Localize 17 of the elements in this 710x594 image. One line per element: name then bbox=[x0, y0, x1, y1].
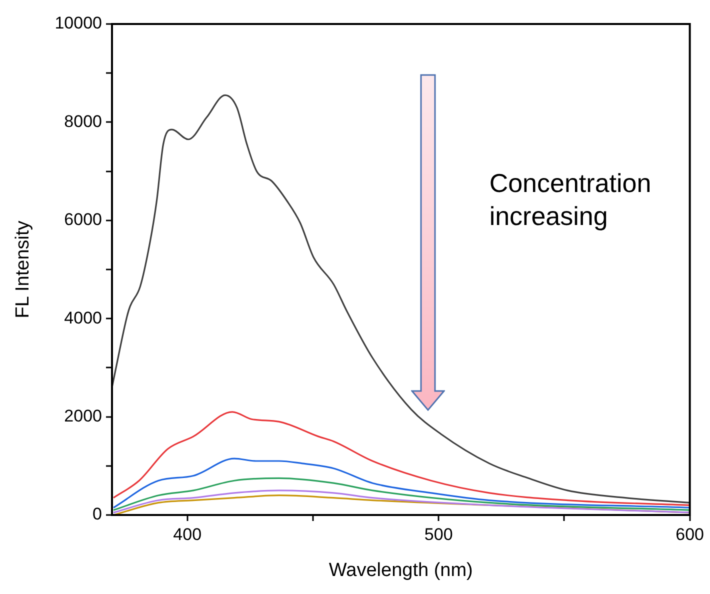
x-tick-label: 400 bbox=[173, 524, 202, 544]
line-series bbox=[112, 458, 690, 508]
line-series bbox=[112, 411, 690, 506]
y-tick-label: 2000 bbox=[64, 406, 102, 426]
y-tick-label: 6000 bbox=[64, 210, 102, 230]
y-axis-title: FL Intensity bbox=[12, 220, 34, 318]
x-tick-label: 500 bbox=[424, 524, 453, 544]
y-tick-label: 0 bbox=[92, 504, 102, 524]
line-series bbox=[112, 477, 690, 511]
line-series bbox=[112, 490, 690, 514]
annotation: Concentration increasing bbox=[489, 168, 652, 231]
x-axis-title: Wavelength (nm) bbox=[328, 560, 473, 581]
line-series bbox=[112, 94, 690, 504]
y-tick-label: 8000 bbox=[64, 112, 102, 131]
y-tick-label: 4000 bbox=[64, 308, 102, 328]
x-tick-label: 600 bbox=[676, 524, 704, 544]
y-tick-label: 10000 bbox=[54, 14, 102, 33]
